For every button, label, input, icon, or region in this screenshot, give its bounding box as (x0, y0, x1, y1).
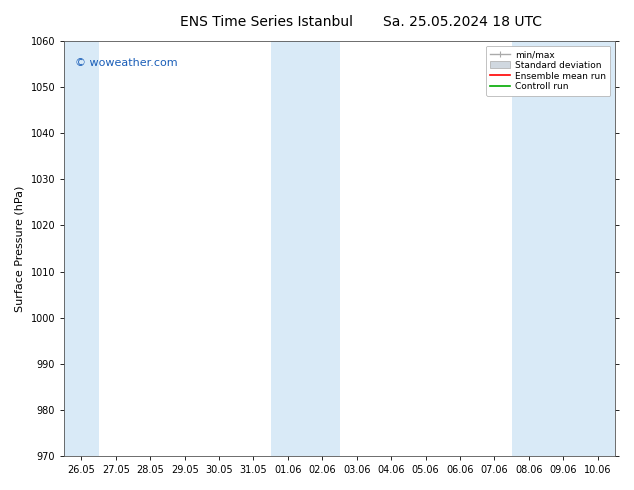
Legend: min/max, Standard deviation, Ensemble mean run, Controll run: min/max, Standard deviation, Ensemble me… (486, 46, 611, 96)
Bar (271, 41, 305, 456)
Text: © woweather.com: © woweather.com (75, 58, 178, 68)
Bar (64, 41, 99, 456)
Bar (546, 41, 580, 456)
Y-axis label: Surface Pressure (hPa): Surface Pressure (hPa) (15, 185, 25, 312)
Bar (580, 41, 615, 456)
Text: Sa. 25.05.2024 18 UTC: Sa. 25.05.2024 18 UTC (384, 15, 542, 29)
Bar (512, 41, 546, 456)
Text: ENS Time Series Istanbul: ENS Time Series Istanbul (180, 15, 353, 29)
Bar (305, 41, 340, 456)
